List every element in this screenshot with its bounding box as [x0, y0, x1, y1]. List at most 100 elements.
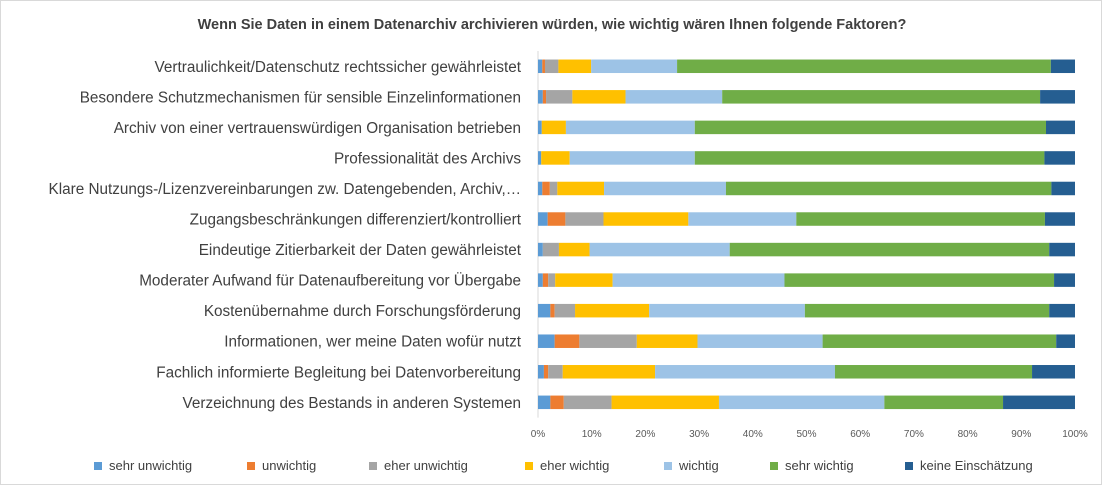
bar-segment-eher-wichtig: [572, 90, 626, 104]
legend-item: eher unwichtig: [369, 458, 468, 473]
x-tick-label: 40%: [743, 429, 763, 440]
bar-segment-sehr-unwichtig: [538, 59, 543, 74]
bar-segment-sehr-wichtig: [722, 90, 1041, 104]
legend: sehr unwichtig unwichtig eher unwichtig ehe…: [1, 458, 1102, 476]
legend-swatch: [770, 461, 778, 470]
bar-segment-wichtig: [591, 59, 678, 74]
bar-segment-eher-unwichtig: [548, 273, 556, 287]
legend-swatch: [369, 461, 377, 470]
bar-segment-keine-einschätzung: [1051, 181, 1075, 196]
category-label: Professionalität des Archivs: [334, 150, 521, 167]
bar-segment-unwichtig: [542, 90, 547, 104]
bar-segment-keine-einschätzung: [1049, 242, 1075, 257]
bar-segment-eher-wichtig: [558, 59, 592, 74]
bar-segment-sehr-unwichtig: [538, 120, 542, 135]
bar-segment-eher-unwichtig: [563, 395, 612, 410]
bar-segment-unwichtig: [554, 334, 580, 348]
bar-segment-unwichtig: [550, 395, 564, 410]
bar-segment-eher-wichtig: [555, 273, 613, 287]
bar-segment-sehr-wichtig: [677, 59, 1051, 74]
bar-segment-keine-einschätzung: [1032, 365, 1075, 379]
bar-segment-sehr-wichtig: [884, 395, 1004, 410]
bar-segment-eher-unwichtig: [542, 242, 559, 257]
legend-swatch: [525, 461, 533, 470]
bar-segment-wichtig: [655, 365, 835, 379]
legend-label: keine Einschätzung: [920, 458, 1033, 473]
bar-segment-wichtig: [625, 90, 723, 104]
x-tick-label: 70%: [904, 429, 924, 440]
bar-segment-eher-wichtig: [611, 395, 719, 410]
legend-swatch: [664, 461, 672, 470]
bar-segment-sehr-unwichtig: [538, 365, 544, 379]
bar-segment-eher-unwichtig: [565, 212, 604, 226]
bar-segment-keine-einschätzung: [1056, 334, 1075, 348]
legend-swatch: [905, 461, 913, 470]
bar-segment-sehr-unwichtig: [538, 242, 543, 257]
bar-segment-eher-unwichtig: [544, 59, 559, 74]
bar-segment-eher-wichtig: [562, 365, 656, 379]
bar-segment-keine-einschätzung: [1050, 59, 1075, 74]
bar-segment-eher-unwichtig: [548, 365, 563, 379]
bar-segment-wichtig: [569, 151, 695, 165]
bar-segment-wichtig: [688, 212, 797, 226]
bar-segment-sehr-wichtig: [725, 181, 1052, 196]
legend-label: eher wichtig: [540, 458, 610, 473]
bar-segment-keine-einschätzung: [1044, 212, 1075, 226]
category-label: Fachlich informierte Begleitung bei Date…: [156, 364, 521, 381]
legend-item: unwichtig: [247, 458, 316, 473]
bar-segment-wichtig: [612, 273, 785, 287]
bar-segment-unwichtig: [542, 181, 550, 196]
legend-item: keine Einschätzung: [905, 458, 1033, 473]
bar-segment-keine-einschätzung: [1044, 151, 1075, 165]
x-tick-label: 0%: [531, 429, 546, 440]
legend-label: sehr wichtig: [785, 458, 854, 473]
bar-segment-eher-wichtig: [541, 120, 566, 135]
category-label: Moderater Aufwand für Datenaufbereitung …: [139, 272, 521, 290]
bar-segment-eher-wichtig: [557, 181, 605, 196]
legend-item: eher wichtig: [525, 458, 609, 473]
bar-segment-wichtig: [697, 334, 823, 348]
bar-segment-sehr-wichtig: [729, 242, 1050, 257]
bar-segment-eher-wichtig: [636, 334, 698, 348]
legend-label: wichtig: [679, 458, 719, 473]
category-label: Informationen, wer meine Daten wofür nut…: [224, 334, 521, 351]
bar-segment-sehr-wichtig: [804, 303, 1050, 318]
bar-segment-sehr-unwichtig: [538, 181, 543, 196]
bar-segment-sehr-unwichtig: [538, 273, 543, 287]
bar-segment-unwichtig: [543, 365, 549, 379]
category-label: Zugangsbeschränkungen differenziert/kont…: [190, 212, 522, 229]
category-label: Verzeichnung des Bestands in anderen Sys…: [183, 395, 521, 412]
plot-area: Vertraulichkeit/Datenschutz rechtssicher…: [49, 51, 1088, 440]
bar-segment-wichtig: [649, 303, 805, 318]
category-label: Kostenübernahme durch Forschungsförderun…: [204, 303, 521, 320]
bar-segment-sehr-wichtig: [796, 212, 1045, 226]
category-label: Eindeutige Zitierbarkeit der Daten gewäh…: [199, 242, 522, 259]
bar-segment-keine-einschätzung: [1040, 90, 1075, 104]
x-tick-label: 30%: [689, 429, 709, 440]
bar-segment-eher-wichtig: [541, 151, 570, 165]
legend-swatch: [94, 461, 102, 470]
bar-segment-unwichtig: [550, 303, 555, 318]
bar-segment-sehr-wichtig: [694, 151, 1045, 165]
bar-segment-wichtig: [565, 120, 695, 135]
bar-segment-sehr-unwichtig: [538, 303, 551, 318]
bar-segment-eher-wichtig: [603, 212, 689, 226]
bar-segment-eher-wichtig: [575, 303, 650, 318]
bar-segment-keine-einschätzung: [1054, 273, 1075, 287]
category-label: Vertraulichkeit/Datenschutz rechtssicher…: [155, 59, 522, 76]
legend-label: sehr unwichtig: [109, 458, 193, 473]
legend-label: unwichtig: [262, 458, 317, 473]
x-tick-label: 100%: [1062, 429, 1088, 440]
bar-segment-sehr-unwichtig: [538, 212, 548, 226]
bar-segment-keine-einschätzung: [1003, 395, 1075, 410]
x-tick-label: 50%: [796, 429, 816, 440]
legend-item: wichtig: [664, 458, 719, 473]
bar-segment-sehr-wichtig: [694, 120, 1046, 135]
bar-segment-sehr-unwichtig: [538, 90, 543, 104]
bar-segment-sehr-unwichtig: [538, 334, 555, 348]
x-tick-label: 60%: [850, 429, 870, 440]
bar-segment-eher-unwichtig: [546, 90, 573, 104]
bar-segment-eher-unwichtig: [549, 181, 558, 196]
legend-item: sehr unwichtig: [94, 458, 192, 473]
bar-segment-eher-unwichtig: [579, 334, 637, 348]
